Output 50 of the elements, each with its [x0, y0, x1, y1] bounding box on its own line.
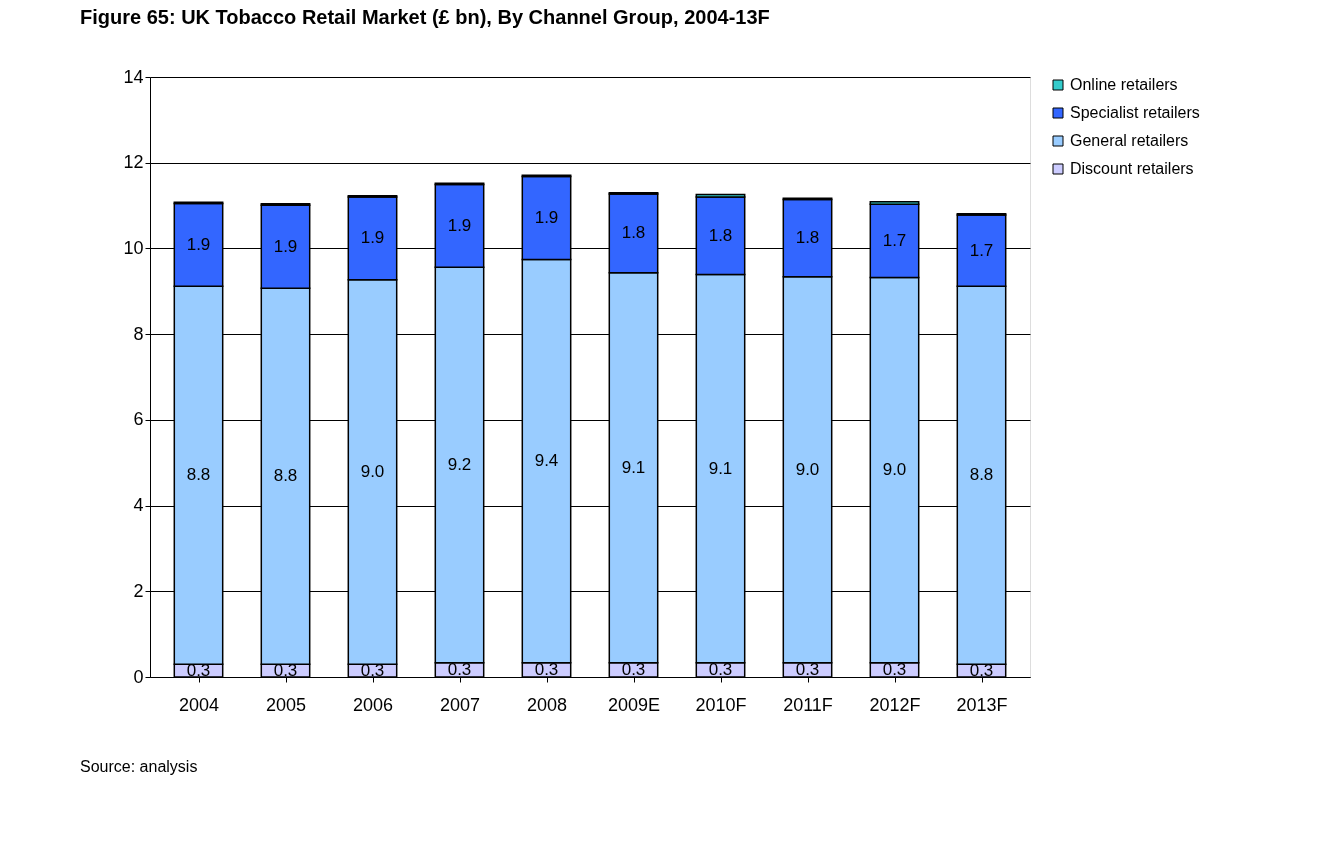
y-tick-label: 8 [133, 323, 144, 344]
legend-label: General retailers [1070, 132, 1189, 149]
y-tick-label: 14 [123, 66, 144, 87]
data-label: 1.9 [447, 215, 472, 235]
data-label: 0.3 [708, 659, 733, 679]
legend-label: Specialist retailers [1070, 104, 1200, 121]
x-tick-label: 2013F [956, 694, 1008, 715]
data-label: 9.1 [621, 457, 646, 477]
data-label: 1.9 [273, 236, 298, 256]
x-tick-label: 2009E [607, 694, 661, 715]
data-label: 9.0 [360, 461, 385, 481]
data-label: 9.4 [534, 451, 559, 471]
data-label: 8.8 [186, 465, 211, 485]
y-tick-label: 0 [133, 666, 144, 687]
x-tick-label: 2010F [695, 694, 747, 715]
y-tick-label: 2 [133, 580, 144, 601]
data-label: 0.3 [795, 659, 820, 679]
data-label: 0.3 [882, 659, 907, 679]
x-tick-label: 2007 [439, 694, 481, 715]
x-tick-label: 2011F [783, 694, 833, 715]
data-label: 8.8 [969, 465, 994, 485]
data-label: 1.9 [534, 208, 559, 227]
y-tick-label: 12 [123, 152, 144, 173]
data-label: 1.7 [969, 240, 994, 260]
x-tick-label: 2012F [869, 694, 921, 715]
y-tick-label: 6 [133, 409, 144, 430]
y-tick-label: 10 [123, 237, 144, 258]
data-label: 1.8 [795, 228, 820, 248]
data-label: 1.8 [708, 225, 733, 245]
x-tick-label: 2004 [178, 694, 220, 715]
source-note: Source: analysis [80, 758, 198, 775]
x-tick-label: 2008 [526, 694, 568, 715]
data-label: 0.3 [534, 659, 559, 679]
data-label: 9.0 [795, 459, 820, 479]
data-label: 1.9 [360, 228, 385, 248]
data-label: 1.8 [621, 223, 646, 243]
data-label: 8.8 [273, 466, 298, 486]
data-label: 1.9 [186, 234, 211, 254]
legend-label: Online retailers [1070, 76, 1178, 93]
x-tick-label: 2005 [265, 694, 307, 715]
data-label: 0.3 [447, 659, 472, 679]
x-tick-label: 2006 [352, 694, 394, 715]
data-label: 9.1 [708, 458, 733, 478]
data-label: 9.2 [447, 455, 472, 475]
chart-title: Figure 65: UK Tobacco Retail Market (£ bn), By Channel Group, 2004-13F [80, 6, 770, 28]
data-label: 1.7 [882, 230, 907, 250]
legend-label: Discount retailers [1070, 160, 1194, 177]
y-tick-label: 4 [133, 495, 144, 516]
data-label: 9.0 [882, 460, 907, 480]
data-label: 0.3 [621, 659, 646, 679]
